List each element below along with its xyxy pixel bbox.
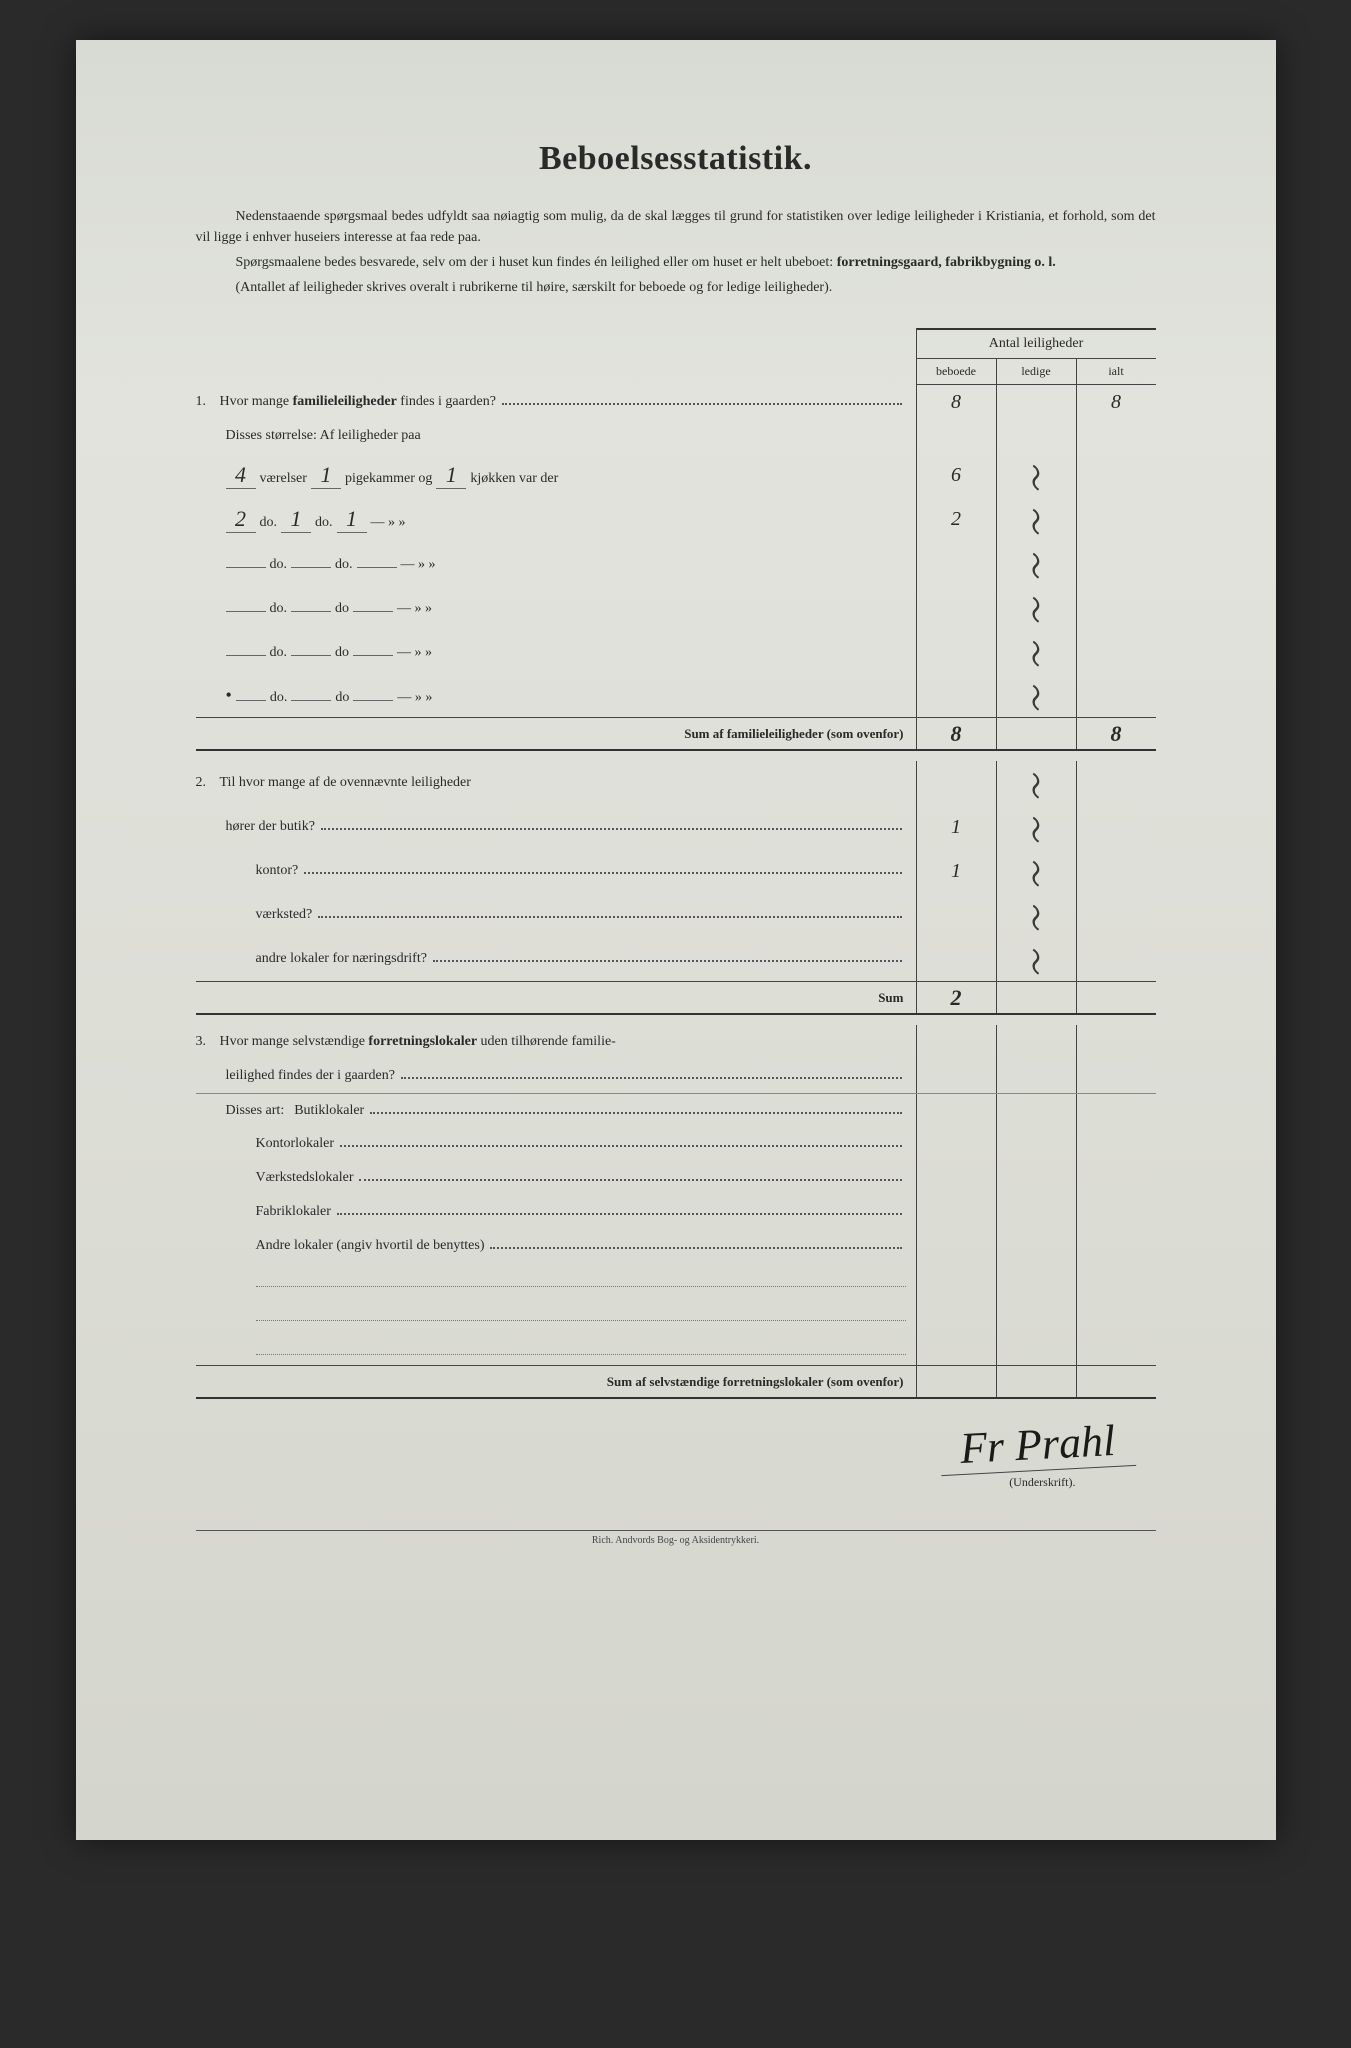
q3-r3: Værkstedslokaler: [196, 1161, 1156, 1195]
q3-r4: Fabriklokaler: [196, 1195, 1156, 1229]
table-header-row: Antal leiligheder beboede ledige ialt: [196, 328, 1156, 385]
squiggle-icon: 〜: [1015, 679, 1057, 710]
q2-r1: hører der butik? 1〜: [196, 805, 1156, 849]
q1-r3: do. do. — » » 〜: [196, 541, 1156, 585]
q1-beboede: 8: [917, 385, 997, 419]
q2-r4: andre lokaler for næringsdrift? 〜: [196, 937, 1156, 981]
squiggle-icon: 〜: [1015, 547, 1057, 578]
q1-ialt: 8: [1077, 385, 1156, 419]
col-ledige: ledige: [997, 359, 1077, 384]
document-page: Beboelsesstatistik. Nedenstaaende spørgs…: [76, 40, 1276, 1840]
q1-r2: 2 do. 1 do. 1 — » » 2 〜: [196, 497, 1156, 541]
signature-block: Fr Prahl (Underskrift).: [196, 1419, 1156, 1490]
squiggle-icon: 〜: [1015, 767, 1057, 798]
col-beboede: beboede: [917, 359, 997, 384]
squiggle-icon: 〜: [1015, 591, 1057, 622]
q1-sum: Sum af familieleiligheder (som ovenfor) …: [196, 717, 1156, 751]
q3-r2: Kontorlokaler: [196, 1127, 1156, 1161]
q1-row: 1. Hvor mange familieleiligheder findes …: [196, 385, 1156, 419]
q1-r6: •do. do — » » 〜: [196, 673, 1156, 717]
q1-r1: 4 værelser 1 pigekammer og 1 kjøkken var…: [196, 453, 1156, 497]
q1-ledige: [997, 385, 1077, 419]
q3-sub: Disses art: Butiklokaler: [196, 1093, 1156, 1127]
q2-r3: værksted? 〜: [196, 893, 1156, 937]
squiggle-icon: 〜: [1015, 943, 1057, 974]
intro-p3: (Antallet af leiligheder skrives overalt…: [196, 277, 1156, 298]
table-header-top: Antal leiligheder: [917, 330, 1156, 359]
q3-blank3: [196, 1331, 1156, 1365]
col-ialt: ialt: [1077, 359, 1156, 384]
q1-r5: do. do — » » 〜: [196, 629, 1156, 673]
squiggle-icon: 〜: [1015, 811, 1057, 842]
q3-row: 3. Hvor mange selvstændige forretningslo…: [196, 1025, 1156, 1059]
signature: Fr Prahl: [939, 1414, 1137, 1476]
intro-p1: Nedenstaaende spørgsmaal bedes udfyldt s…: [196, 206, 1156, 248]
squiggle-icon: 〜: [1015, 459, 1057, 490]
q1-r4: do. do — » » 〜: [196, 585, 1156, 629]
q1-sub: Disses størrelse: Af leiligheder paa: [196, 419, 1156, 453]
footer-printer: Rich. Andvords Bog- og Aksidentrykkeri.: [196, 1530, 1156, 1546]
q2-sum: Sum 2: [196, 981, 1156, 1015]
squiggle-icon: 〜: [1015, 635, 1057, 666]
page-title: Beboelsesstatistik.: [196, 140, 1156, 178]
q3-row-b: leilighed findes der i gaarden?: [196, 1059, 1156, 1093]
intro-text: Nedenstaaende spørgsmaal bedes udfyldt s…: [196, 206, 1156, 298]
q2-r2: kontor? 1〜: [196, 849, 1156, 893]
q3-r5: Andre lokaler (angiv hvortil de benyttes…: [196, 1229, 1156, 1263]
intro-p2: Spørgsmaalene bedes besvarede, selv om d…: [196, 252, 1156, 273]
q3-blank2: [196, 1297, 1156, 1331]
q3-blank1: [196, 1263, 1156, 1297]
q3-sum: Sum af selvstændige forretningslokaler (…: [196, 1365, 1156, 1399]
squiggle-icon: 〜: [1015, 503, 1057, 534]
signature-label: (Underskrift).: [196, 1475, 1136, 1490]
q2-row: 2. Til hvor mange af de ovennævnte leili…: [196, 761, 1156, 805]
squiggle-icon: 〜: [1015, 855, 1057, 886]
squiggle-icon: 〜: [1015, 899, 1057, 930]
